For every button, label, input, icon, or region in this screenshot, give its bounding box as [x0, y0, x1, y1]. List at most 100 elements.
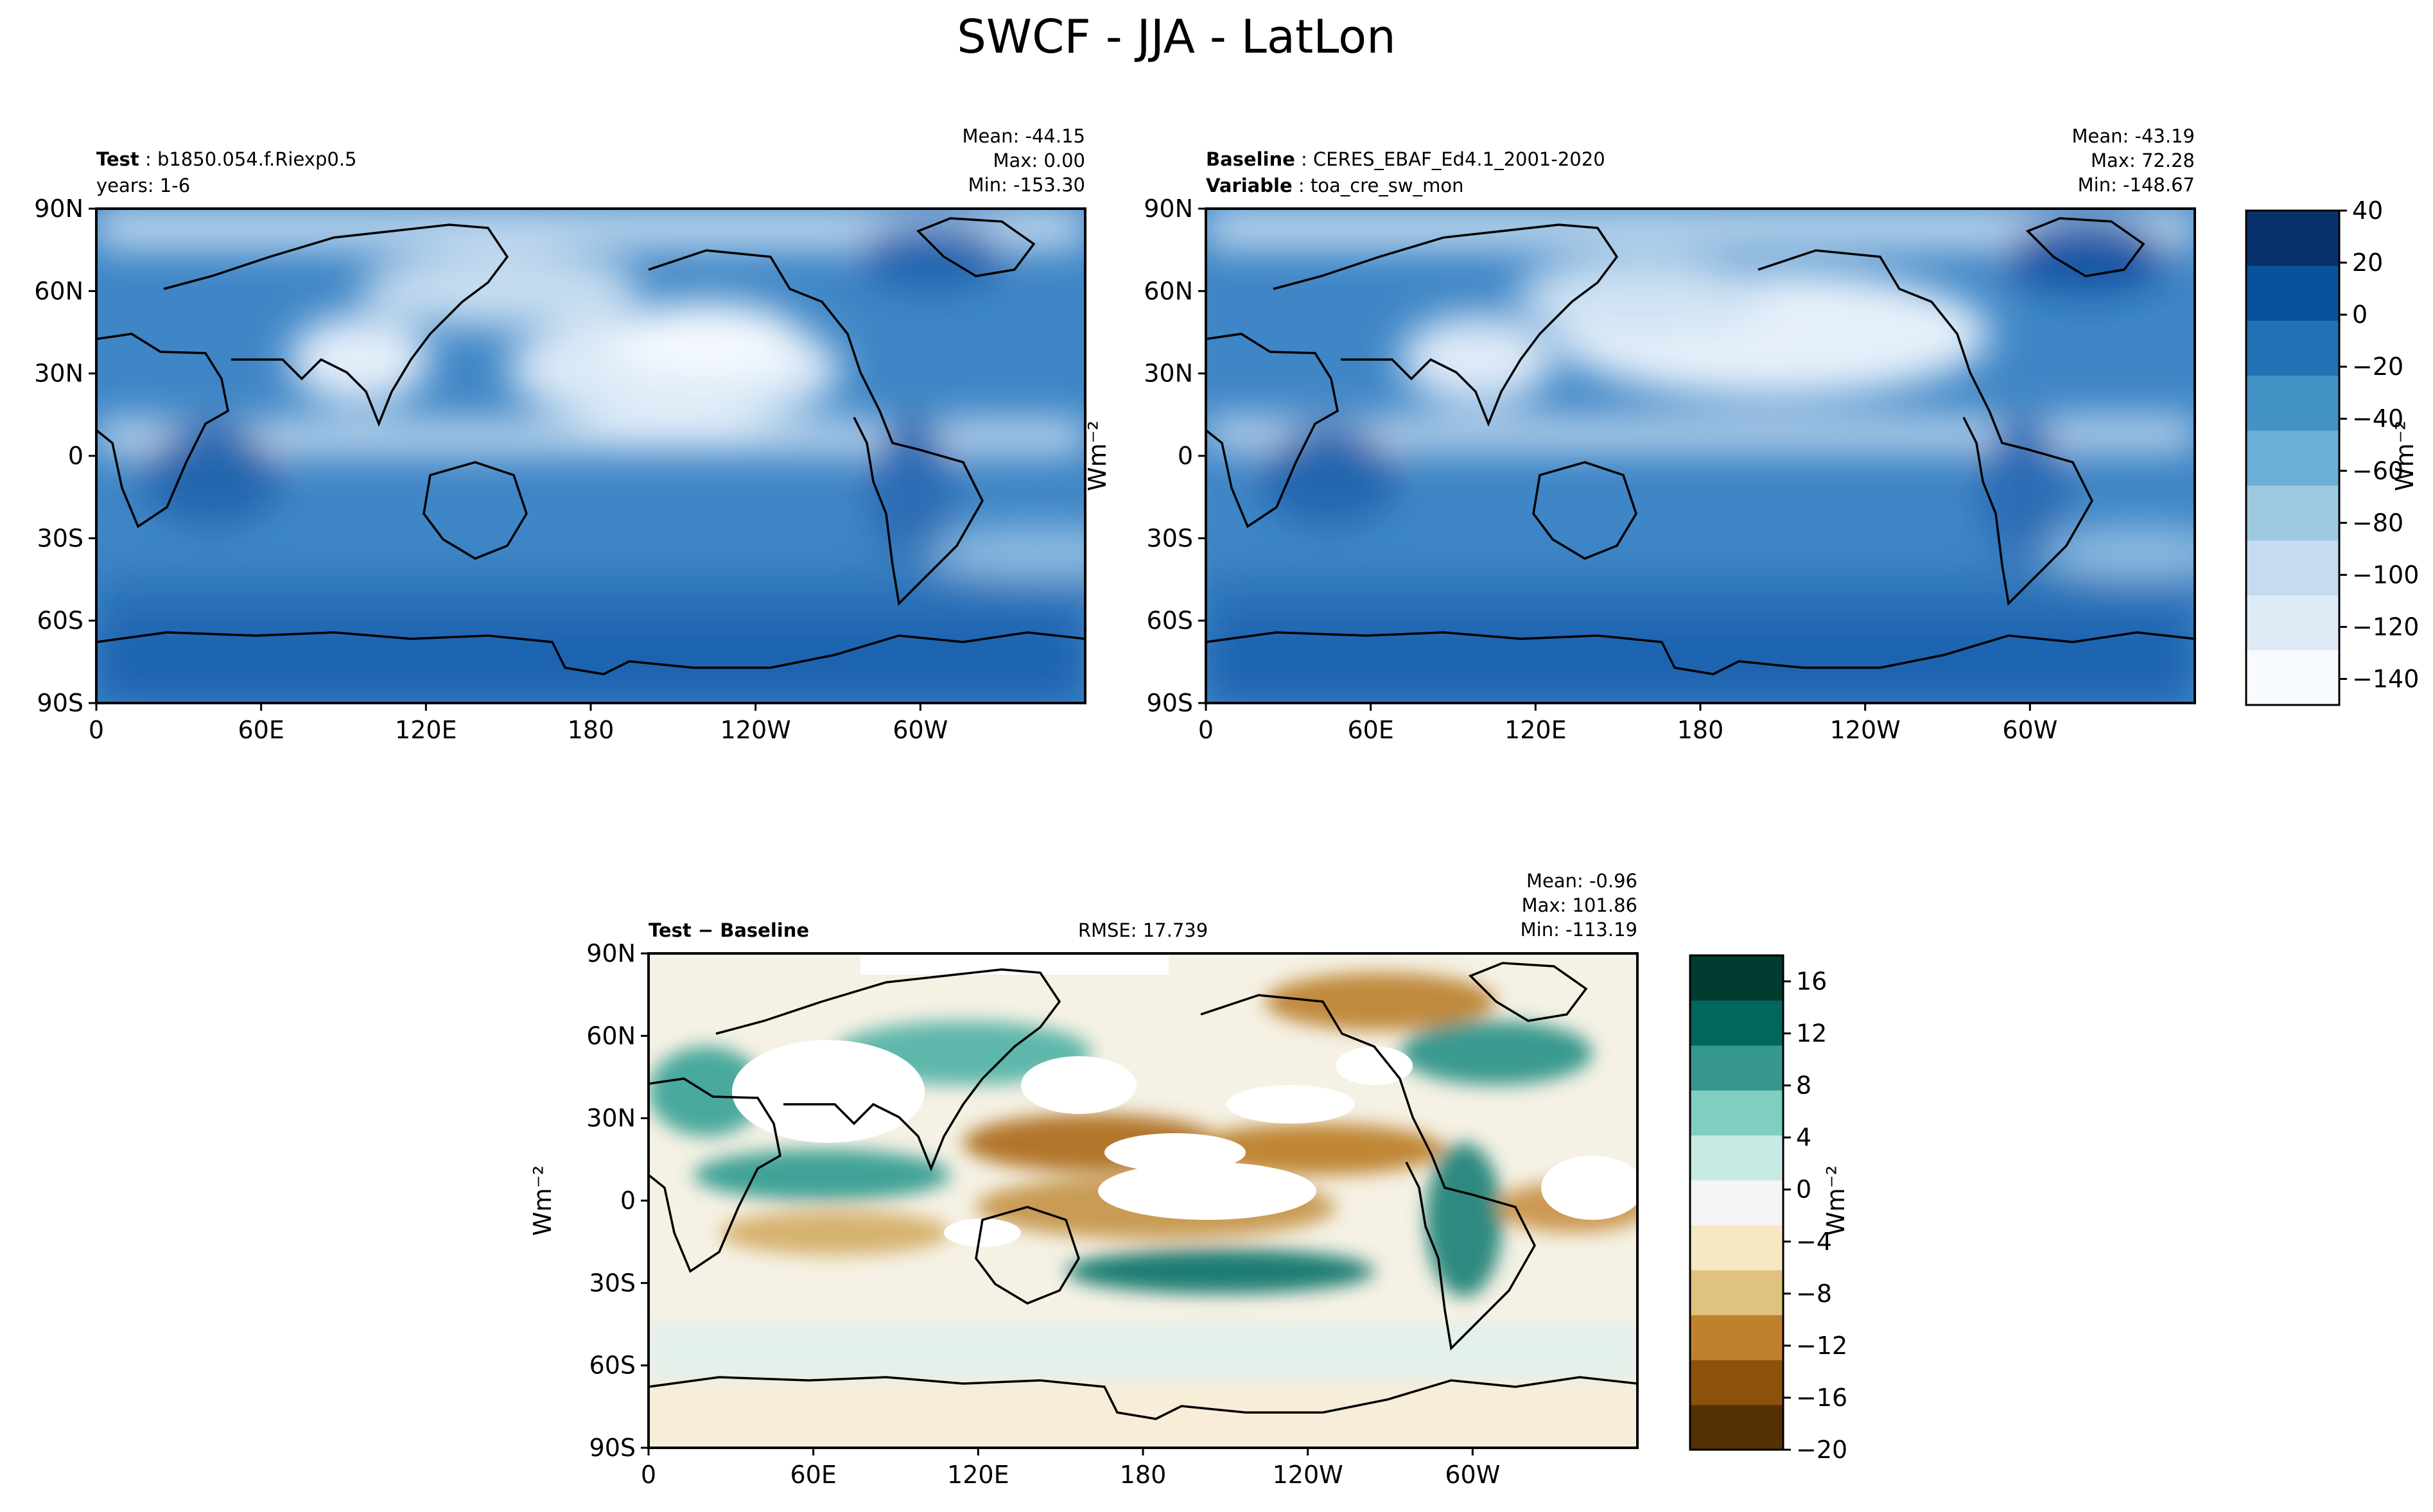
figure-title: SWCF - JJA - LatLon [957, 10, 1396, 64]
lat-tick-label: 60N [1144, 277, 1193, 305]
main-colorbar-label: Wm⁻² [2391, 421, 2419, 491]
colorbar-band [2246, 211, 2339, 266]
diff-colorbar-frame [1689, 954, 1784, 1451]
variable-label: Variable [1206, 175, 1293, 196]
lat-tick-label: 30S [1147, 524, 1193, 552]
diff-label: Test − Baseline [649, 919, 809, 941]
colorbar-band [2246, 430, 2339, 486]
lat-tick-label: 90N [586, 939, 636, 968]
lon-tick-label: 60W [893, 716, 948, 744]
colorbar-band [2246, 265, 2339, 321]
test-label: Test [96, 148, 139, 170]
colorbar-tick-label: −4 [1796, 1228, 1832, 1256]
lon-tick-label: 0 [89, 716, 104, 744]
lat-tick-label: 30N [34, 360, 83, 388]
lon-tick-label: 60E [1347, 716, 1393, 744]
colorbar-band [2246, 320, 2339, 376]
lon-tick-label: 120W [720, 716, 791, 744]
lat-tick-label: 60N [586, 1021, 636, 1050]
main-colorbar: 40 20 0 −20 −40 −60 −80 −100 −120 −140 Wm⁻² [2245, 196, 2419, 706]
diff-lat-ticks: 90N 60N 30N 0 30S 60S 90S [586, 939, 649, 1462]
baseline-max: Max: 72.28 [2091, 150, 2195, 171]
test-min: Min: -153.30 [968, 174, 1085, 196]
colorbar-tick-label: −80 [2352, 508, 2403, 537]
lat-tick-label: 0 [1178, 442, 1193, 470]
baseline-label: Baseline [1206, 148, 1295, 170]
test-max: Max: 0.00 [993, 150, 1085, 171]
colorbar-band [1690, 1135, 1783, 1181]
colorbar-tick-label: −20 [1796, 1436, 1847, 1464]
colorbar-tick-label: 12 [1796, 1020, 1827, 1048]
colorbar-tick-label: 16 [1796, 968, 1827, 996]
colorbar-band [1690, 1270, 1783, 1316]
lon-tick-label: 0 [641, 1461, 656, 1489]
lon-tick-label: 60W [2002, 716, 2057, 744]
test-case-name: b1850.054.f.Riexp0.5 [157, 148, 357, 170]
test-lat-ticks: 90N 60N 30N 0 30S 60S 90S [34, 195, 96, 717]
colorbar-band [1690, 1000, 1783, 1046]
colorbar-tick-label: −100 [2352, 560, 2419, 589]
lat-tick-label: 60N [34, 277, 83, 305]
baseline-min: Min: -148.67 [2078, 174, 2195, 196]
test-lon-ticks: 0 60E 120E 180 120W 60W [89, 703, 948, 744]
baseline-unit-label: Wm⁻² [1083, 421, 1112, 491]
colorbar-band [1690, 1360, 1783, 1405]
diff-missing-regions [732, 955, 1637, 1247]
main-colorbar-bands [2246, 211, 2339, 706]
diff-rmse: RMSE: 17.739 [1078, 919, 1208, 941]
diff-unit-label: Wm⁻² [528, 1165, 557, 1236]
lon-tick-label: 60E [238, 716, 284, 744]
colorbar-band [2246, 540, 2339, 596]
colorbar-tick-label: 0 [1796, 1176, 1811, 1204]
lat-tick-label: 60S [37, 607, 83, 635]
lon-tick-label: 120E [1504, 716, 1567, 744]
lon-tick-label: 120W [1830, 716, 1901, 744]
diff-max: Max: 101.86 [1522, 894, 1637, 916]
colorbar-band [1690, 1180, 1783, 1226]
diff-lon-ticks: 0 60E 120E 180 120W 60W [641, 1448, 1500, 1489]
lon-tick-label: 120E [947, 1461, 1009, 1489]
diff-coastlines [649, 962, 1637, 1420]
diff-min: Min: -113.19 [1521, 919, 1637, 941]
colorbar-tick-label: 8 [1796, 1072, 1811, 1100]
test-axes: 90N 60N 30N 0 30S 60S 90S 0 60E 120E 180 120W 60W [34, 195, 948, 744]
main-colorbar-ticks: 40 20 0 −20 −40 −60 −80 −100 −120 −140 [2339, 196, 2419, 693]
colorbar-band [2246, 595, 2339, 650]
diff-colorbar: 16 12 8 4 0 −4 −8 −12 −16 −20 Wm⁻² [1689, 954, 1850, 1464]
lon-tick-label: 180 [1120, 1461, 1167, 1489]
test-map-field [96, 209, 1085, 703]
lon-tick-label: 120W [1273, 1461, 1343, 1489]
main-colorbar-frame [2245, 209, 2341, 706]
baseline-dataset: CERES_EBAF_Ed4.1_2001-2020 [1313, 148, 1605, 170]
lat-tick-label: 0 [620, 1186, 636, 1215]
lat-tick-label: 60S [1147, 607, 1193, 635]
colorbar-band [1690, 1225, 1783, 1271]
lon-tick-label: 60E [790, 1461, 836, 1489]
lat-tick-label: 30N [586, 1104, 636, 1133]
lat-tick-label: 90S [37, 689, 83, 717]
colorbar-tick-label: 20 [2352, 248, 2383, 277]
colorbar-band [1690, 1315, 1783, 1360]
colorbar-band [2246, 485, 2339, 541]
panel-baseline: Baseline : CERES_EBAF_Ed4.1_2001-2020 Va… [1083, 125, 2196, 744]
baseline-lat-ticks: 90N 60N 30N 0 30S 60S 90S [1144, 195, 1206, 717]
colorbar-tick-label: −12 [1796, 1332, 1847, 1360]
lat-tick-label: 90N [34, 195, 83, 223]
lon-tick-label: 0 [1198, 716, 1214, 744]
baseline-lon-ticks: 0 60E 120E 180 120W 60W [1198, 703, 2057, 744]
diff-map-field [649, 953, 1637, 1448]
colorbar-band [2246, 375, 2339, 431]
diff-colorbar-bands [1690, 955, 1783, 1450]
lat-tick-label: 90S [1147, 689, 1193, 717]
lat-tick-label: 30N [1144, 360, 1193, 388]
test-mean: Mean: -44.15 [963, 125, 1086, 147]
colorbar-tick-label: −8 [1796, 1280, 1832, 1308]
colorbar-tick-label: −120 [2352, 613, 2419, 641]
colorbar-tick-label: −60 [2352, 456, 2403, 485]
colorbar-tick-label: −16 [1796, 1384, 1847, 1412]
colorbar-tick-label: −40 [2352, 404, 2403, 433]
baseline-mean: Mean: -43.19 [2072, 125, 2195, 147]
lon-tick-label: 180 [568, 716, 615, 744]
baseline-axes: 90N 60N 30N 0 30S 60S 90S 0 60E 120E 180 120W 60W [1144, 195, 2057, 744]
colorbar-tick-label: 0 [2352, 300, 2368, 329]
